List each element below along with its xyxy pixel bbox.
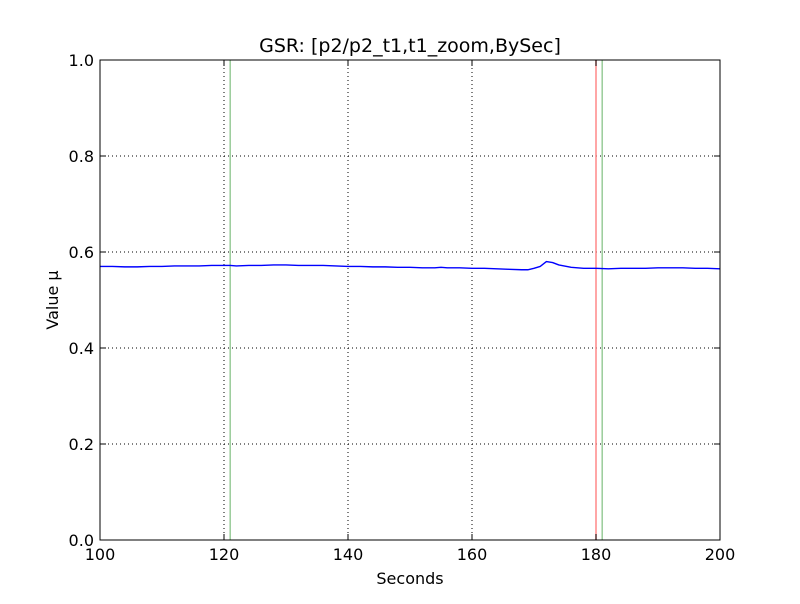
tick-labels: 100 120 140 160 180 200 0.0 0.2 0.4 0.6 0.8 1.0: [69, 51, 736, 564]
y-tick-label: 0.8: [69, 147, 94, 166]
y-tick-label: 0.4: [69, 339, 94, 358]
series-line: [100, 260, 721, 271]
y-tick-label: 0.2: [69, 435, 94, 454]
x-tick-label: 180: [581, 545, 612, 564]
x-tick-label: 120: [209, 545, 240, 564]
x-axis-label: Seconds: [376, 569, 443, 588]
x-tick-label: 160: [457, 545, 488, 564]
x-tick-label: 200: [705, 545, 736, 564]
plot-frame: [99, 59, 721, 541]
y-tick-label: 0.0: [69, 531, 94, 550]
y-axis-label: Value µ: [43, 270, 62, 329]
x-tick-label: 140: [333, 545, 364, 564]
axis-ticks: [99, 59, 721, 541]
series-layer: [100, 260, 721, 271]
y-tick-label: 0.6: [69, 243, 94, 262]
vertical-markers: [229, 60, 603, 540]
chart-title: GSR: [p2/p2_t1,t1_zoom,BySec]: [259, 35, 561, 57]
y-tick-label: 1.0: [69, 51, 94, 70]
x-tick-label: 100: [85, 545, 116, 564]
